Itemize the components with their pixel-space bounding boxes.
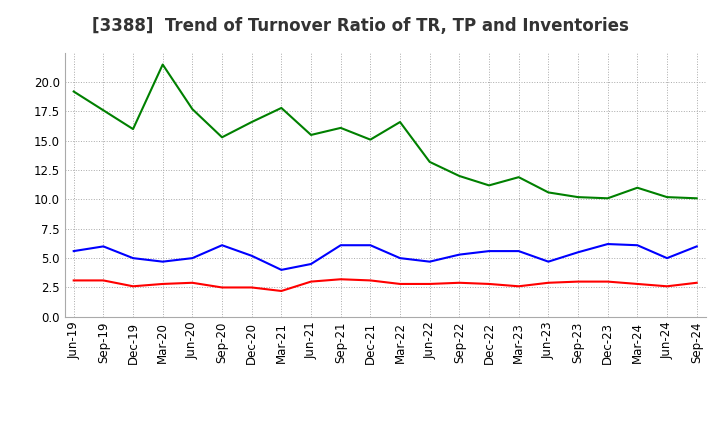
Line: Trade Payables: Trade Payables [73, 244, 697, 270]
Trade Receivables [633, 281, 642, 286]
Trade Receivables [455, 280, 464, 286]
Inventories [217, 135, 226, 140]
Trade Payables [426, 259, 434, 264]
Trade Payables [396, 256, 405, 261]
Inventories [426, 159, 434, 165]
Inventories [188, 106, 197, 112]
Inventories [99, 108, 108, 113]
Inventories [366, 137, 374, 142]
Trade Payables [336, 242, 345, 248]
Trade Payables [544, 259, 553, 264]
Trade Receivables [307, 279, 315, 284]
Trade Receivables [574, 279, 582, 284]
Trade Payables [662, 256, 671, 261]
Trade Receivables [662, 284, 671, 289]
Trade Receivables [514, 284, 523, 289]
Inventories [455, 173, 464, 179]
Trade Payables [574, 249, 582, 255]
Trade Receivables [693, 280, 701, 286]
Trade Receivables [396, 281, 405, 286]
Trade Receivables [188, 280, 197, 286]
Trade Payables [99, 244, 108, 249]
Trade Payables [248, 253, 256, 258]
Trade Payables [277, 267, 286, 272]
Inventories [633, 185, 642, 191]
Trade Receivables [366, 278, 374, 283]
Trade Payables [129, 256, 138, 261]
Inventories [662, 194, 671, 200]
Inventories [485, 183, 493, 188]
Trade Receivables [129, 284, 138, 289]
Line: Trade Receivables: Trade Receivables [73, 279, 697, 291]
Trade Payables [366, 242, 374, 248]
Inventories [514, 175, 523, 180]
Trade Payables [514, 249, 523, 254]
Inventories [603, 196, 612, 201]
Trade Payables [188, 256, 197, 261]
Trade Receivables [426, 281, 434, 286]
Text: [3388]  Trend of Turnover Ratio of TR, TP and Inventories: [3388] Trend of Turnover Ratio of TR, TP… [91, 18, 629, 35]
Inventories [129, 126, 138, 132]
Trade Payables [158, 259, 167, 264]
Trade Payables [693, 244, 701, 249]
Inventories [693, 196, 701, 201]
Trade Payables [633, 242, 642, 248]
Inventories [574, 194, 582, 200]
Trade Payables [69, 249, 78, 254]
Trade Payables [307, 261, 315, 267]
Inventories [396, 119, 405, 125]
Trade Receivables [248, 285, 256, 290]
Trade Receivables [603, 279, 612, 284]
Trade Payables [603, 242, 612, 247]
Trade Receivables [217, 285, 226, 290]
Trade Receivables [158, 281, 167, 286]
Trade Payables [485, 249, 493, 254]
Trade Receivables [336, 277, 345, 282]
Trade Payables [217, 242, 226, 248]
Trade Receivables [69, 278, 78, 283]
Inventories [336, 125, 345, 131]
Trade Receivables [99, 278, 108, 283]
Inventories [69, 89, 78, 94]
Inventories [277, 105, 286, 110]
Trade Payables [455, 252, 464, 257]
Trade Receivables [277, 288, 286, 293]
Trade Receivables [544, 280, 553, 286]
Inventories [158, 62, 167, 67]
Inventories [307, 132, 315, 138]
Line: Inventories: Inventories [73, 65, 697, 198]
Inventories [544, 190, 553, 195]
Trade Receivables [485, 281, 493, 286]
Inventories [248, 119, 256, 125]
